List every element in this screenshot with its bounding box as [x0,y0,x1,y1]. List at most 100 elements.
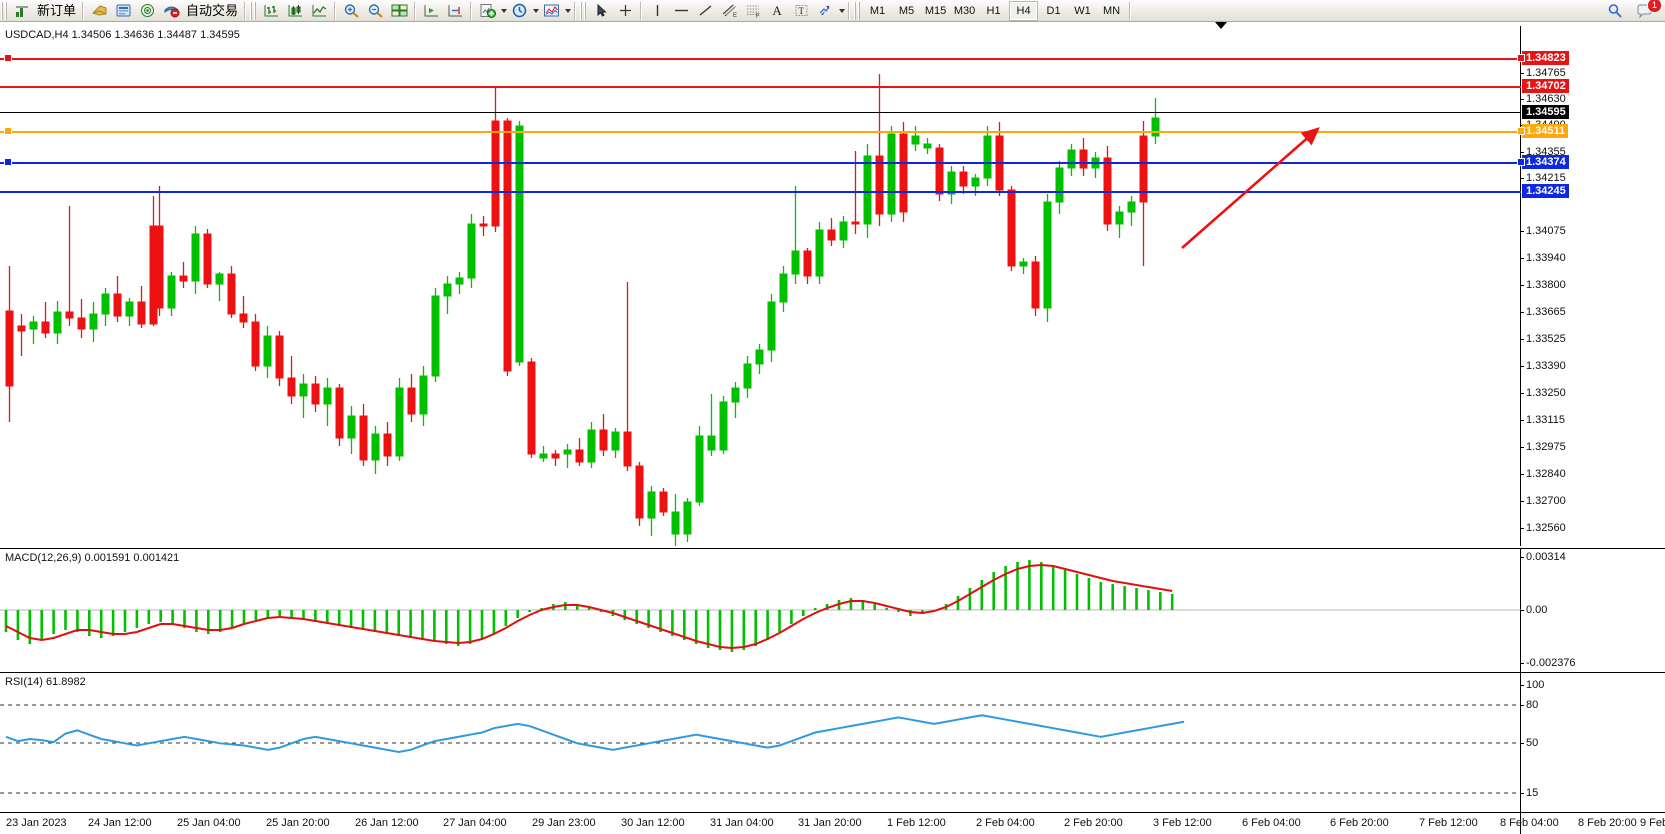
fibonacci-icon[interactable]: F [741,1,765,21]
toolbar-separator-1 [82,1,85,20]
search-icon[interactable] [1603,1,1627,21]
price-tick: 1.32975 [1520,441,1566,453]
price-tick: 1.34075 [1520,225,1566,237]
time-label: 23 Jan 2023 [6,817,67,829]
toolbar-separator-6 [574,1,577,20]
toolbar-separator-8 [848,1,851,20]
svg-text:F: F [756,14,760,19]
macd-tick: -0.002376 [1520,657,1576,669]
toolbar-grip-3[interactable] [580,1,588,20]
periodicity-dropdown-caret[interactable] [533,8,540,13]
time-label: 29 Jan 23:00 [532,817,596,829]
timeframe-h4[interactable]: H4 [1009,0,1039,21]
resistance-upper-line[interactable] [0,58,1521,60]
price-tick: 1.33525 [1520,333,1566,345]
time-label: 7 Feb 12:00 [1419,817,1478,829]
toolbar-separator-4 [414,1,417,20]
rsi-tick: 15 [1519,787,1539,799]
pivot-line-handle-left[interactable] [4,127,12,135]
new-chart-icon[interactable] [475,1,499,21]
new-order-icon[interactable] [10,1,34,21]
support-upper-handle-left[interactable] [4,158,12,166]
toolbar-grip-4[interactable] [854,1,862,20]
price-tick: 1.33115 [1520,414,1565,426]
auto-trading-icon[interactable] [159,1,183,21]
macd-pane[interactable]: MACD(12,26,9) 0.001591 0.001421 0.00314 0… [0,548,1665,672]
notifications-icon[interactable]: 1 [1633,0,1662,21]
timeframe-h1[interactable]: H1 [986,4,1001,17]
timeframe-m15[interactable]: M15 [924,4,947,17]
time-label: 6 Feb 04:00 [1242,817,1301,829]
auto-trading-label[interactable]: 自动交易 [186,2,239,18]
line-chart-icon[interactable] [307,1,331,21]
resistance-lower-line[interactable] [0,86,1521,88]
pivot-line-label: 1.34511 [1522,124,1569,138]
new-chart-dropdown-caret[interactable] [501,8,508,13]
new-order-label[interactable]: 新订单 [37,2,77,18]
support-upper-handle[interactable] [1517,158,1525,166]
support-lower-line[interactable] [0,191,1521,193]
market-watch-icon[interactable] [87,1,111,21]
time-label: 27 Jan 04:00 [443,817,507,829]
timeframe-w1[interactable]: W1 [1074,4,1091,17]
indicators-icon[interactable] [539,1,563,21]
support-lower-label: 1.34245 [1522,184,1569,198]
shift-chart-right-icon[interactable] [419,1,443,21]
timeframe-m30[interactable]: M30 [953,4,976,17]
cursor-icon[interactable] [589,1,613,21]
time-label: 9 Feb 12:00 [1640,817,1665,829]
price-tick: 1.34630 [1520,93,1566,105]
periodicity-clock-icon[interactable] [507,1,531,21]
pivot-line-line[interactable] [0,131,1521,133]
current-price-line[interactable] [0,112,1521,113]
bar-chart-icon[interactable] [259,1,283,21]
toolbar-grip[interactable] [1,1,8,20]
macd-canvas [0,560,1521,652]
time-scale-divider [1520,813,1521,834]
rsi-tick: 100 [1519,679,1545,691]
trend-arrow-annotation[interactable] [1160,116,1560,316]
timeframe-m1[interactable]: M1 [869,4,886,17]
toolbar-separator-3 [334,1,337,20]
price-scale-divider [1520,26,1521,546]
support-upper-label: 1.34374 [1522,155,1569,169]
zoom-in-icon[interactable] [339,1,363,21]
trendline-icon[interactable] [693,1,717,21]
toolbar-right-group: 1 [1603,0,1665,21]
arrows-dropdown-caret[interactable] [839,8,846,13]
text-box-icon[interactable]: T [789,1,813,21]
time-label: 3 Feb 12:00 [1153,817,1212,829]
time-label: 25 Jan 20:00 [266,817,330,829]
arrows-icon[interactable] [813,1,837,21]
macd-tick: 0.00 [1519,604,1548,616]
price-tick: 1.33390 [1520,360,1566,372]
tile-windows-icon[interactable] [387,1,411,21]
rsi-tick: 80 [1519,699,1539,711]
timeframe-m5[interactable]: M5 [898,4,915,17]
toolbar-grip-2[interactable] [250,1,258,20]
text-label-icon[interactable]: A [772,2,782,18]
candlestick-chart-icon[interactable] [283,1,307,21]
equidistant-channel-icon[interactable]: E [717,1,741,21]
timeframe-d1[interactable]: D1 [1046,4,1061,17]
price-tick: 1.34215 [1520,172,1566,184]
auto-scroll-icon[interactable] [443,1,467,21]
svg-text:E: E [733,13,737,18]
vertical-line-icon[interactable] [645,1,669,21]
resistance-upper-handle[interactable] [1517,54,1525,62]
indicators-dropdown-caret[interactable] [565,8,572,13]
support-upper-line[interactable] [0,162,1521,164]
navigator-icon[interactable] [135,1,159,21]
chart-container[interactable]: USDCAD,H4 1.34506 1.34636 1.34487 1.3459… [0,22,1665,834]
zoom-out-icon[interactable] [363,1,387,21]
price-pane[interactable]: USDCAD,H4 1.34506 1.34636 1.34487 1.3459… [0,26,1665,546]
rsi-pane[interactable]: RSI(14) 61.8982 100 80 50 15 [0,672,1665,812]
resistance-upper-handle-left[interactable] [4,54,12,62]
crosshair-icon[interactable] [613,1,637,21]
time-label: 2 Feb 04:00 [976,817,1035,829]
horizontal-line-icon[interactable] [669,1,693,21]
toolbar-separator-9 [1129,1,1132,20]
timeframe-mn[interactable]: MN [1102,4,1121,17]
data-window-icon[interactable] [111,1,135,21]
pivot-line-handle[interactable] [1517,127,1525,135]
